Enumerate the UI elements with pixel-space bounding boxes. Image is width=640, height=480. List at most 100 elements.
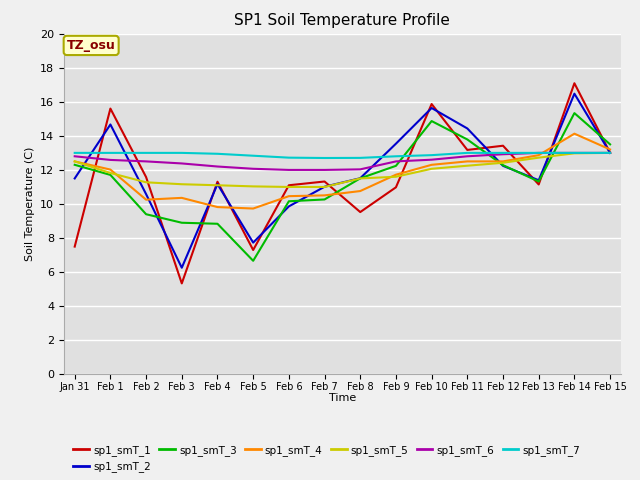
- Line: sp1_smT_3: sp1_smT_3: [75, 113, 610, 261]
- sp1_smT_4: [392, 172, 400, 178]
- sp1_smT_2: [570, 91, 578, 96]
- sp1_smT_4: [142, 197, 150, 203]
- sp1_smT_6: [570, 150, 578, 156]
- sp1_smT_4: [214, 204, 221, 210]
- sp1_smT_7: [428, 152, 435, 158]
- sp1_smT_4: [71, 158, 79, 164]
- Y-axis label: Soil Temperature (C): Soil Temperature (C): [24, 147, 35, 261]
- sp1_smT_7: [392, 154, 400, 159]
- sp1_smT_1: [535, 181, 543, 187]
- sp1_smT_1: [499, 143, 507, 149]
- sp1_smT_2: [178, 265, 186, 271]
- sp1_smT_3: [71, 162, 79, 168]
- sp1_smT_5: [356, 176, 364, 181]
- sp1_smT_3: [392, 163, 400, 168]
- sp1_smT_4: [356, 188, 364, 194]
- sp1_smT_1: [214, 179, 221, 185]
- sp1_smT_6: [142, 158, 150, 164]
- sp1_smT_6: [463, 154, 471, 159]
- sp1_smT_3: [535, 179, 543, 184]
- sp1_smT_3: [428, 118, 435, 124]
- sp1_smT_3: [606, 142, 614, 147]
- sp1_smT_6: [428, 157, 435, 163]
- sp1_smT_2: [285, 204, 292, 209]
- sp1_smT_6: [535, 150, 543, 156]
- sp1_smT_5: [285, 184, 292, 190]
- sp1_smT_6: [178, 161, 186, 167]
- Text: TZ_osu: TZ_osu: [67, 39, 116, 52]
- sp1_smT_2: [428, 105, 435, 111]
- sp1_smT_7: [606, 150, 614, 156]
- sp1_smT_1: [392, 184, 400, 190]
- sp1_smT_3: [356, 176, 364, 181]
- sp1_smT_4: [178, 195, 186, 201]
- sp1_smT_4: [499, 158, 507, 164]
- sp1_smT_7: [535, 150, 543, 156]
- sp1_smT_6: [106, 157, 114, 163]
- sp1_smT_7: [250, 153, 257, 158]
- sp1_smT_1: [463, 147, 471, 153]
- sp1_smT_2: [321, 184, 328, 190]
- sp1_smT_1: [142, 174, 150, 180]
- sp1_smT_5: [535, 155, 543, 160]
- sp1_smT_4: [428, 162, 435, 168]
- sp1_smT_4: [606, 146, 614, 152]
- sp1_smT_6: [499, 151, 507, 157]
- sp1_smT_2: [71, 176, 79, 181]
- Line: sp1_smT_4: sp1_smT_4: [75, 134, 610, 208]
- sp1_smT_5: [142, 180, 150, 185]
- sp1_smT_7: [285, 155, 292, 160]
- sp1_smT_1: [71, 244, 79, 250]
- sp1_smT_7: [178, 150, 186, 156]
- sp1_smT_4: [285, 193, 292, 199]
- sp1_smT_5: [321, 184, 328, 190]
- sp1_smT_5: [606, 150, 614, 156]
- sp1_smT_2: [463, 126, 471, 132]
- sp1_smT_7: [321, 155, 328, 161]
- sp1_smT_3: [285, 198, 292, 204]
- X-axis label: Time: Time: [329, 394, 356, 403]
- sp1_smT_5: [570, 150, 578, 156]
- sp1_smT_2: [392, 141, 400, 146]
- Line: sp1_smT_7: sp1_smT_7: [75, 153, 610, 158]
- sp1_smT_3: [142, 211, 150, 217]
- sp1_smT_3: [178, 220, 186, 226]
- sp1_smT_5: [214, 182, 221, 188]
- sp1_smT_1: [178, 280, 186, 286]
- sp1_smT_3: [214, 221, 221, 227]
- sp1_smT_5: [178, 181, 186, 187]
- sp1_smT_4: [463, 158, 471, 164]
- sp1_smT_4: [535, 152, 543, 158]
- sp1_smT_1: [250, 247, 257, 253]
- sp1_smT_6: [250, 166, 257, 172]
- sp1_smT_2: [106, 121, 114, 127]
- sp1_smT_7: [499, 150, 507, 156]
- Line: sp1_smT_6: sp1_smT_6: [75, 153, 610, 170]
- sp1_smT_1: [570, 80, 578, 86]
- Line: sp1_smT_2: sp1_smT_2: [75, 94, 610, 268]
- sp1_smT_4: [570, 131, 578, 137]
- sp1_smT_2: [535, 178, 543, 183]
- sp1_smT_3: [499, 162, 507, 168]
- Line: sp1_smT_5: sp1_smT_5: [75, 153, 610, 187]
- sp1_smT_3: [321, 197, 328, 203]
- sp1_smT_2: [356, 175, 364, 181]
- sp1_smT_7: [214, 151, 221, 156]
- sp1_smT_5: [499, 160, 507, 166]
- sp1_smT_1: [285, 182, 292, 188]
- sp1_smT_2: [499, 163, 507, 168]
- sp1_smT_1: [428, 101, 435, 107]
- sp1_smT_6: [356, 167, 364, 172]
- sp1_smT_7: [142, 150, 150, 156]
- sp1_smT_1: [356, 209, 364, 215]
- sp1_smT_6: [606, 150, 614, 156]
- sp1_smT_4: [106, 167, 114, 172]
- sp1_smT_3: [250, 258, 257, 264]
- sp1_smT_7: [463, 150, 471, 156]
- sp1_smT_7: [106, 150, 114, 156]
- Title: SP1 Soil Temperature Profile: SP1 Soil Temperature Profile: [234, 13, 451, 28]
- sp1_smT_4: [321, 192, 328, 198]
- sp1_smT_6: [71, 154, 79, 159]
- sp1_smT_1: [606, 150, 614, 156]
- sp1_smT_6: [285, 167, 292, 173]
